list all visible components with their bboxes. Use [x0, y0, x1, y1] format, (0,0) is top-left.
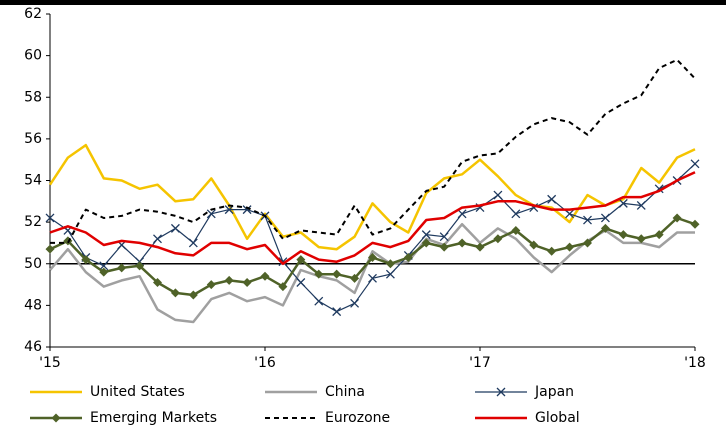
marker-x	[511, 209, 521, 219]
marker-diamond	[403, 253, 413, 263]
marker-diamond	[45, 244, 55, 254]
marker-diamond	[332, 269, 342, 279]
y-tick-label: 58	[24, 89, 42, 105]
marker-x	[636, 201, 646, 210]
marker-diamond	[690, 219, 700, 229]
marker-x	[350, 298, 360, 308]
marker-diamond	[206, 280, 216, 290]
marker-x	[224, 205, 234, 215]
marker-diamond	[583, 238, 592, 248]
marker-diamond	[350, 273, 360, 283]
marker-diamond	[529, 240, 539, 250]
marker-diamond	[260, 271, 270, 281]
marker-diamond	[636, 234, 646, 244]
marker-x	[385, 269, 395, 279]
y-tick-label: 46	[24, 339, 42, 355]
marker-diamond	[457, 238, 467, 248]
marker-diamond	[493, 234, 503, 244]
marker-diamond	[672, 213, 682, 223]
marker-diamond	[565, 242, 575, 252]
marker-diamond	[99, 267, 109, 277]
marker-x	[170, 223, 180, 233]
legend-label: Emerging Markets	[90, 410, 217, 426]
y-tick-label: 62	[24, 6, 42, 22]
marker-diamond	[368, 253, 377, 263]
marker-diamond	[117, 263, 127, 273]
marker-x	[188, 238, 198, 248]
marker-x	[332, 307, 342, 317]
marker-x	[242, 205, 252, 215]
legend-label: China	[325, 384, 365, 400]
legend-label: United States	[90, 384, 185, 400]
legend-label: Japan	[534, 384, 574, 400]
series-line	[50, 58, 696, 244]
marker-x	[278, 257, 288, 267]
marker-diamond	[296, 255, 306, 265]
series-line	[48, 143, 696, 251]
y-tick-label: 52	[24, 214, 42, 230]
marker-diamond	[278, 282, 288, 292]
marker-diamond	[242, 277, 252, 287]
marker-x	[296, 278, 306, 287]
marker-diamond	[618, 230, 628, 240]
marker-diamond	[385, 259, 395, 269]
y-tick-label: 50	[24, 256, 42, 272]
marker-x	[153, 234, 162, 244]
marker-x	[45, 213, 55, 223]
marker-x	[547, 194, 557, 204]
marker-x	[439, 232, 449, 242]
marker-x	[368, 273, 377, 283]
x-tick-label: '16	[254, 355, 276, 371]
marker-x	[421, 230, 431, 240]
legend-label: Global	[535, 410, 580, 426]
marker-diamond	[421, 238, 431, 248]
marker-diamond	[135, 261, 145, 271]
y-tick-label: 56	[24, 131, 42, 147]
top-bar	[0, 0, 726, 5]
marker-x	[600, 213, 610, 223]
marker-diamond	[600, 223, 610, 233]
marker-x	[493, 190, 503, 200]
marker-diamond	[51, 413, 61, 423]
marker-x	[99, 261, 109, 271]
marker-diamond	[475, 242, 485, 252]
marker-diamond	[439, 242, 449, 252]
marker-diamond	[188, 290, 198, 300]
marker-diamond	[654, 230, 664, 240]
x-tick-label: '18	[684, 355, 706, 371]
marker-diamond	[153, 277, 162, 287]
marker-diamond	[81, 255, 91, 265]
legend-label: Eurozone	[325, 410, 390, 426]
marker-x	[690, 159, 700, 169]
y-tick-label: 54	[24, 173, 42, 189]
marker-diamond	[547, 246, 557, 256]
marker-diamond	[314, 269, 324, 279]
marker-x	[457, 209, 467, 219]
marker-x	[206, 209, 216, 219]
x-tick-label: '17	[469, 355, 491, 371]
marker-diamond	[511, 225, 521, 235]
marker-x	[618, 198, 628, 208]
marker-x	[496, 387, 506, 397]
x-tick-label: '15	[39, 355, 61, 371]
marker-x	[314, 296, 324, 306]
marker-x	[565, 209, 575, 219]
marker-diamond	[170, 288, 180, 298]
y-tick-label: 60	[24, 48, 42, 64]
marker-diamond	[224, 275, 234, 285]
y-tick-label: 48	[24, 297, 42, 313]
marker-x	[583, 215, 592, 225]
series-line	[49, 171, 696, 266]
